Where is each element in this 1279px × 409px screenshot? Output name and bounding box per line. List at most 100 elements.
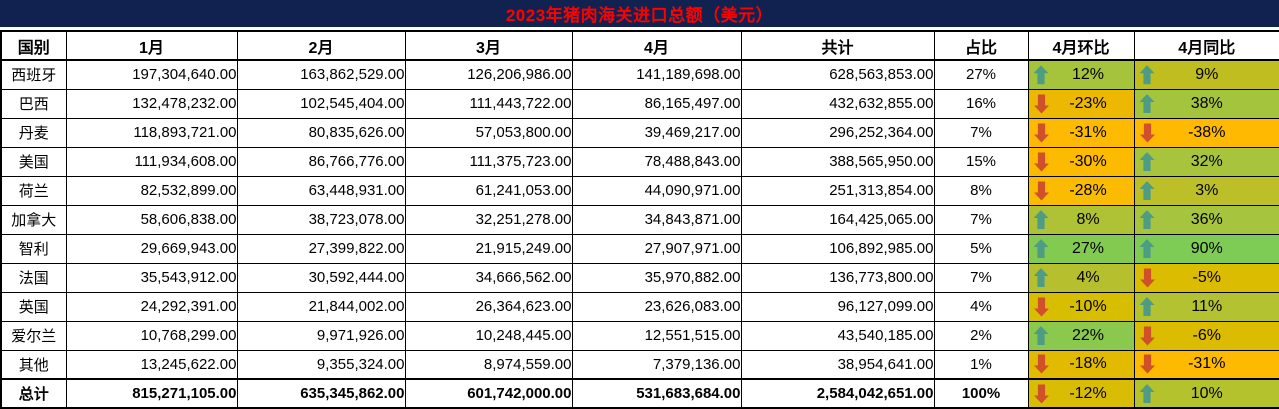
mar-value-cell: 111,443,722.00 xyxy=(404,88,573,119)
feb-value-cell: 86,766,776.00 xyxy=(236,146,406,177)
apr-value-cell: 23,626,083.00 xyxy=(571,291,742,322)
mar-value-cell: 601,742,000.00 xyxy=(404,378,573,409)
feb-value-cell: 21,844,002.00 xyxy=(236,291,406,322)
country-cell: 美国 xyxy=(0,146,67,177)
jan-value-cell: 29,669,943.00 xyxy=(65,233,238,264)
total-value-cell: 2,584,042,651.00 xyxy=(740,378,935,409)
jan-value-cell: 815,271,105.00 xyxy=(65,378,238,409)
share-cell: 2% xyxy=(933,320,1029,351)
jan-value-cell: 35,543,912.00 xyxy=(65,262,238,293)
share-cell: 8% xyxy=(933,175,1029,206)
jan-value-cell: 132,478,232.00 xyxy=(65,88,238,119)
total-value-cell: 164,425,065.00 xyxy=(740,204,935,235)
jan-value-cell: 10,768,299.00 xyxy=(65,320,238,351)
share-cell: 5% xyxy=(933,233,1029,264)
mom-cell: -31% xyxy=(1027,117,1135,148)
mar-value-cell: 32,251,278.00 xyxy=(404,204,573,235)
table-row: 西班牙 197,304,640.00 163,862,529.00 126,20… xyxy=(0,59,1279,90)
apr-value-cell: 141,189,698.00 xyxy=(571,59,742,90)
header-row: 国别 1月 2月 3月 4月 共计 占比 4月环比 4月同比 xyxy=(0,30,1279,61)
feb-value-cell: 9,355,324.00 xyxy=(236,349,406,380)
page-title: 2023年猪肉海关进口总额（美元） xyxy=(505,6,774,25)
feb-value-cell: 80,835,626.00 xyxy=(236,117,406,148)
header-jan: 1月 xyxy=(65,30,238,61)
total-value-cell: 136,773,800.00 xyxy=(740,262,935,293)
title-bar: 2023年猪肉海关进口总额（美元） xyxy=(0,0,1279,27)
share-cell: 1% xyxy=(933,349,1029,380)
country-cell: 丹麦 xyxy=(0,117,67,148)
country-cell: 法国 xyxy=(0,262,67,293)
mom-cell: 22% xyxy=(1027,320,1135,351)
total-value-cell: 628,563,853.00 xyxy=(740,59,935,90)
mom-cell: -12% xyxy=(1027,378,1135,409)
mom-cell: 8% xyxy=(1027,204,1135,235)
yoy-cell: -31% xyxy=(1133,349,1279,380)
table-row: 荷兰 82,532,899.00 63,448,931.00 61,241,05… xyxy=(0,175,1279,206)
header-country: 国别 xyxy=(0,30,67,61)
mom-cell: -23% xyxy=(1027,88,1135,119)
header-share: 占比 xyxy=(933,30,1029,61)
header-yoy: 4月同比 xyxy=(1133,30,1279,61)
header-mar: 3月 xyxy=(404,30,573,61)
total-value-cell: 38,954,641.00 xyxy=(740,349,935,380)
total-value-cell: 251,313,854.00 xyxy=(740,175,935,206)
mom-cell: -30% xyxy=(1027,146,1135,177)
share-cell: 16% xyxy=(933,88,1029,119)
header-mom: 4月环比 xyxy=(1027,30,1135,61)
jan-value-cell: 24,292,391.00 xyxy=(65,291,238,322)
table-row: 爱尔兰 10,768,299.00 9,971,926.00 10,248,44… xyxy=(0,320,1279,351)
total-value-cell: 432,632,855.00 xyxy=(740,88,935,119)
yoy-cell: 38% xyxy=(1133,88,1279,119)
header-apr: 4月 xyxy=(571,30,742,61)
apr-value-cell: 35,970,882.00 xyxy=(571,262,742,293)
yoy-cell: -5% xyxy=(1133,262,1279,293)
mom-cell: -28% xyxy=(1027,175,1135,206)
jan-value-cell: 82,532,899.00 xyxy=(65,175,238,206)
yoy-cell: -6% xyxy=(1133,320,1279,351)
header-total: 共计 xyxy=(740,30,935,61)
apr-value-cell: 39,469,217.00 xyxy=(571,117,742,148)
total-value-cell: 388,565,950.00 xyxy=(740,146,935,177)
yoy-cell: 36% xyxy=(1133,204,1279,235)
total-value-cell: 43,540,185.00 xyxy=(740,320,935,351)
country-cell: 其他 xyxy=(0,349,67,380)
yoy-cell: -38% xyxy=(1133,117,1279,148)
country-cell: 加拿大 xyxy=(0,204,67,235)
mar-value-cell: 57,053,800.00 xyxy=(404,117,573,148)
apr-value-cell: 78,488,843.00 xyxy=(571,146,742,177)
mar-value-cell: 61,241,053.00 xyxy=(404,175,573,206)
feb-value-cell: 163,862,529.00 xyxy=(236,59,406,90)
country-cell: 爱尔兰 xyxy=(0,320,67,351)
share-cell: 7% xyxy=(933,262,1029,293)
apr-value-cell: 12,551,515.00 xyxy=(571,320,742,351)
share-cell: 100% xyxy=(933,378,1029,409)
jan-value-cell: 58,606,838.00 xyxy=(65,204,238,235)
table-row: 丹麦 118,893,721.00 80,835,626.00 57,053,8… xyxy=(0,117,1279,148)
apr-value-cell: 27,907,971.00 xyxy=(571,233,742,264)
jan-value-cell: 13,245,622.00 xyxy=(65,349,238,380)
country-cell: 英国 xyxy=(0,291,67,322)
feb-value-cell: 30,592,444.00 xyxy=(236,262,406,293)
mar-value-cell: 126,206,986.00 xyxy=(404,59,573,90)
mar-value-cell: 34,666,562.00 xyxy=(404,262,573,293)
share-cell: 15% xyxy=(933,146,1029,177)
yoy-cell: 90% xyxy=(1133,233,1279,264)
feb-value-cell: 102,545,404.00 xyxy=(236,88,406,119)
mom-cell: 4% xyxy=(1027,262,1135,293)
yoy-cell: 9% xyxy=(1133,59,1279,90)
table-row: 加拿大 58,606,838.00 38,723,078.00 32,251,2… xyxy=(0,204,1279,235)
feb-value-cell: 27,399,822.00 xyxy=(236,233,406,264)
import-table: 国别 1月 2月 3月 4月 共计 占比 4月环比 4月同比 西班牙 197,3… xyxy=(0,30,1279,409)
jan-value-cell: 197,304,640.00 xyxy=(65,59,238,90)
mom-cell: 12% xyxy=(1027,59,1135,90)
table-row: 美国 111,934,608.00 86,766,776.00 111,375,… xyxy=(0,146,1279,177)
country-cell: 总计 xyxy=(0,378,67,409)
mar-value-cell: 26,364,623.00 xyxy=(404,291,573,322)
feb-value-cell: 38,723,078.00 xyxy=(236,204,406,235)
share-cell: 4% xyxy=(933,291,1029,322)
table-body: 西班牙 197,304,640.00 163,862,529.00 126,20… xyxy=(0,59,1279,409)
table-row: 法国 35,543,912.00 30,592,444.00 34,666,56… xyxy=(0,262,1279,293)
jan-value-cell: 118,893,721.00 xyxy=(65,117,238,148)
total-value-cell: 106,892,985.00 xyxy=(740,233,935,264)
table-row: 英国 24,292,391.00 21,844,002.00 26,364,62… xyxy=(0,291,1279,322)
